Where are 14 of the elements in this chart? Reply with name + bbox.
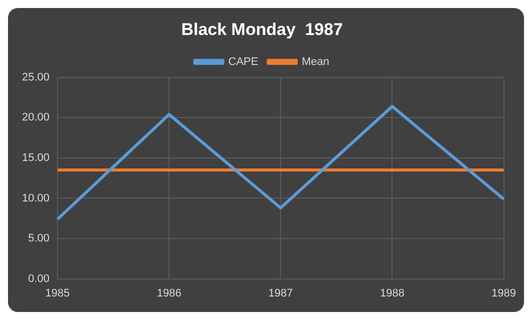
x-tick-label: 1988 <box>380 287 404 300</box>
y-tick-label: 10.00 <box>22 192 50 204</box>
y-tick-label: 15.00 <box>22 152 50 164</box>
y-tick-label: 25.00 <box>22 71 50 84</box>
x-tick-label: 1985 <box>45 287 70 300</box>
y-tick-label: 5.00 <box>28 232 50 245</box>
legend-label: CAPE <box>228 56 258 68</box>
legend-label: Mean <box>302 56 330 68</box>
chart-title: Black Monday 1987 <box>181 20 343 39</box>
x-tick-label: 1987 <box>268 287 293 300</box>
x-tick-label: 1989 <box>492 287 516 300</box>
y-tick-label: 20.00 <box>22 112 50 124</box>
y-tick-label: 0.00 <box>28 272 50 285</box>
x-tick-label: 1986 <box>156 287 182 300</box>
